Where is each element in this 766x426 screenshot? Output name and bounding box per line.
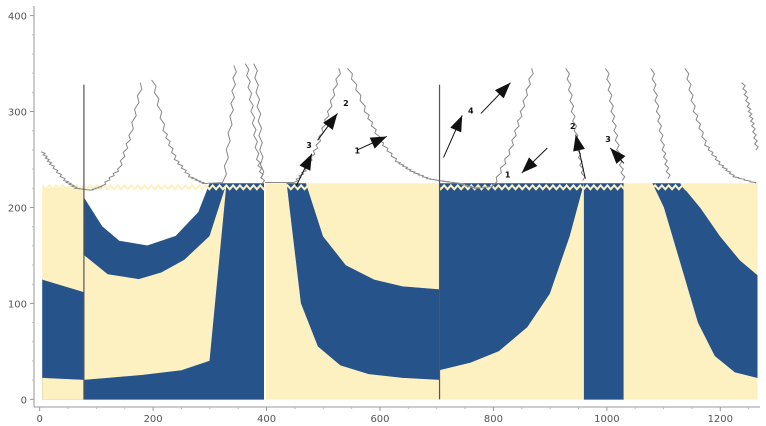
annotation-label-5: 2 <box>570 122 576 131</box>
fill-top-edge-line <box>41 183 758 191</box>
x-tick-label-5: 1000 <box>594 414 619 425</box>
x-tick-label-4: 800 <box>484 414 503 425</box>
fill-top-edge <box>41 183 758 191</box>
annotation-arrowhead-7 <box>495 82 511 99</box>
boundary-curve-1 <box>151 65 237 185</box>
y-tick-label-3: 300 <box>8 108 27 119</box>
y-tick-label-4: 400 <box>8 12 27 23</box>
axes: 0 200 400 600 800 1000 1200 0 100 200 300 400 <box>8 6 760 425</box>
region-light-2 <box>42 188 85 293</box>
region-light-1 <box>42 377 85 400</box>
x-tick-label-3: 600 <box>370 414 389 425</box>
region-dark-11 <box>439 183 545 295</box>
boundary-curve-4 <box>346 68 440 182</box>
boundary-curve-8 <box>650 68 671 179</box>
annotation-label-4: 1 <box>505 171 511 180</box>
x-tick-label-0: 0 <box>36 414 42 425</box>
x-tick-label-6: 1200 <box>708 414 733 425</box>
annotation-label-6: 3 <box>605 135 611 144</box>
annotation-label-0: 1 <box>355 147 361 156</box>
boundary-curve-2 <box>244 63 266 184</box>
y-tick-label-0: 0 <box>21 395 27 406</box>
annotation-arrowhead-5 <box>573 134 585 152</box>
boundary-curve-9 <box>684 68 757 184</box>
y-tick-label-2: 200 <box>8 203 27 214</box>
boundary-curve-0 <box>40 82 143 191</box>
annotation-arrowhead-2 <box>299 153 312 171</box>
boundary-curve-5 <box>437 68 534 189</box>
vertical-lines <box>83 84 441 400</box>
region-dark-5 <box>83 183 265 400</box>
x-tick-label-1: 200 <box>144 414 163 425</box>
region-light-14 <box>623 183 758 400</box>
boundary-curves <box>40 63 759 191</box>
boundary-curve-11 <box>741 82 759 151</box>
annotation-arrowhead-0 <box>369 136 387 149</box>
annotation-arrowhead-4 <box>521 157 538 173</box>
region-light-15 <box>679 183 758 276</box>
annotation-label-2: 3 <box>306 141 312 150</box>
filled-regions <box>42 183 758 400</box>
boundary-curve-10 <box>253 63 265 179</box>
annotation-arrowhead-3 <box>450 115 463 133</box>
x-tick-label-2: 400 <box>257 414 276 425</box>
y-tick-label-1: 100 <box>8 299 27 310</box>
boundary-curve-6 <box>565 68 586 181</box>
region-dark-12 <box>583 183 625 400</box>
boundary-curve-7 <box>604 68 626 181</box>
annotation-arrowhead-6 <box>610 148 626 164</box>
annotation-label-1: 2 <box>343 99 349 108</box>
annotation-arrows: 1 2 3 4 1 2 3 <box>295 82 626 187</box>
annotation-arrowhead-1 <box>323 113 338 130</box>
annotation-label-3: 4 <box>468 106 474 115</box>
